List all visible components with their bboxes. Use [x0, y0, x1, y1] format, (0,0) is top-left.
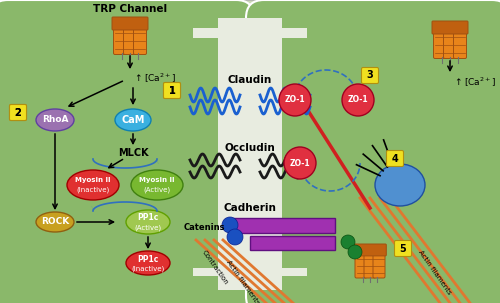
- FancyBboxPatch shape: [386, 151, 404, 167]
- Ellipse shape: [67, 170, 119, 200]
- Text: ZO-1: ZO-1: [290, 158, 310, 168]
- Circle shape: [284, 147, 316, 179]
- FancyBboxPatch shape: [373, 250, 385, 278]
- FancyBboxPatch shape: [355, 250, 367, 278]
- Text: Myosin II: Myosin II: [75, 177, 111, 183]
- FancyBboxPatch shape: [124, 24, 136, 55]
- FancyBboxPatch shape: [114, 24, 126, 55]
- Text: (Active): (Active): [144, 187, 171, 193]
- Text: 1: 1: [168, 85, 175, 95]
- Text: $\uparrow$[Ca$^{2+}$]: $\uparrow$[Ca$^{2+}$]: [133, 72, 176, 85]
- Text: RhoA: RhoA: [42, 115, 68, 125]
- Ellipse shape: [115, 109, 151, 131]
- Circle shape: [227, 229, 243, 245]
- Text: Actin filaments: Actin filaments: [418, 249, 452, 295]
- Text: PP1c: PP1c: [138, 255, 158, 264]
- FancyBboxPatch shape: [362, 68, 378, 84]
- Text: ROCK: ROCK: [41, 218, 69, 227]
- Circle shape: [342, 84, 374, 116]
- Text: 2: 2: [14, 108, 21, 118]
- Circle shape: [348, 245, 362, 259]
- Ellipse shape: [126, 210, 170, 234]
- Ellipse shape: [375, 164, 425, 206]
- FancyBboxPatch shape: [246, 0, 500, 303]
- Text: (Inactive): (Inactive): [132, 266, 164, 272]
- Ellipse shape: [36, 212, 74, 232]
- Text: 3: 3: [366, 71, 374, 81]
- FancyBboxPatch shape: [164, 82, 180, 98]
- Text: Contraction: Contraction: [201, 250, 229, 286]
- Text: Cadherin: Cadherin: [224, 203, 276, 213]
- FancyBboxPatch shape: [434, 28, 446, 58]
- Circle shape: [341, 235, 355, 249]
- Circle shape: [279, 84, 311, 116]
- Text: PP1c: PP1c: [138, 214, 158, 222]
- FancyBboxPatch shape: [10, 105, 26, 121]
- Text: CaM: CaM: [122, 115, 144, 125]
- Text: Myosin II: Myosin II: [139, 177, 175, 183]
- FancyBboxPatch shape: [164, 82, 180, 98]
- Ellipse shape: [126, 251, 170, 275]
- Text: ZO-1: ZO-1: [284, 95, 306, 105]
- Bar: [218, 18, 282, 290]
- FancyBboxPatch shape: [257, 38, 307, 268]
- FancyBboxPatch shape: [394, 241, 411, 257]
- FancyBboxPatch shape: [193, 38, 243, 268]
- Text: Occludin: Occludin: [224, 143, 276, 153]
- Text: 5: 5: [400, 244, 406, 254]
- FancyBboxPatch shape: [193, 28, 307, 276]
- FancyBboxPatch shape: [112, 17, 148, 30]
- Text: Actin filaments: Actin filaments: [226, 259, 260, 303]
- Ellipse shape: [131, 170, 183, 200]
- FancyBboxPatch shape: [134, 24, 146, 55]
- Text: (Inactive): (Inactive): [76, 187, 110, 193]
- Text: (Active): (Active): [134, 225, 162, 231]
- FancyBboxPatch shape: [432, 21, 468, 34]
- Text: Claudin: Claudin: [228, 75, 272, 85]
- FancyBboxPatch shape: [0, 0, 254, 303]
- Text: TRP Channel: TRP Channel: [93, 4, 167, 14]
- Text: 4: 4: [392, 154, 398, 164]
- Text: 1: 1: [168, 85, 175, 95]
- Text: MLCK: MLCK: [118, 148, 148, 158]
- Text: $\uparrow$[Ca$^{2+}$]: $\uparrow$[Ca$^{2+}$]: [453, 75, 496, 88]
- FancyBboxPatch shape: [354, 244, 386, 256]
- FancyBboxPatch shape: [10, 105, 26, 121]
- Text: ZO-1: ZO-1: [348, 95, 368, 105]
- Text: 2: 2: [14, 108, 21, 118]
- Bar: [230, 218, 335, 233]
- FancyBboxPatch shape: [444, 28, 456, 58]
- Text: Catenins: Catenins: [184, 224, 225, 232]
- Ellipse shape: [36, 109, 74, 131]
- FancyBboxPatch shape: [364, 250, 376, 278]
- Circle shape: [222, 217, 238, 233]
- Bar: [250, 236, 335, 250]
- FancyBboxPatch shape: [454, 28, 466, 58]
